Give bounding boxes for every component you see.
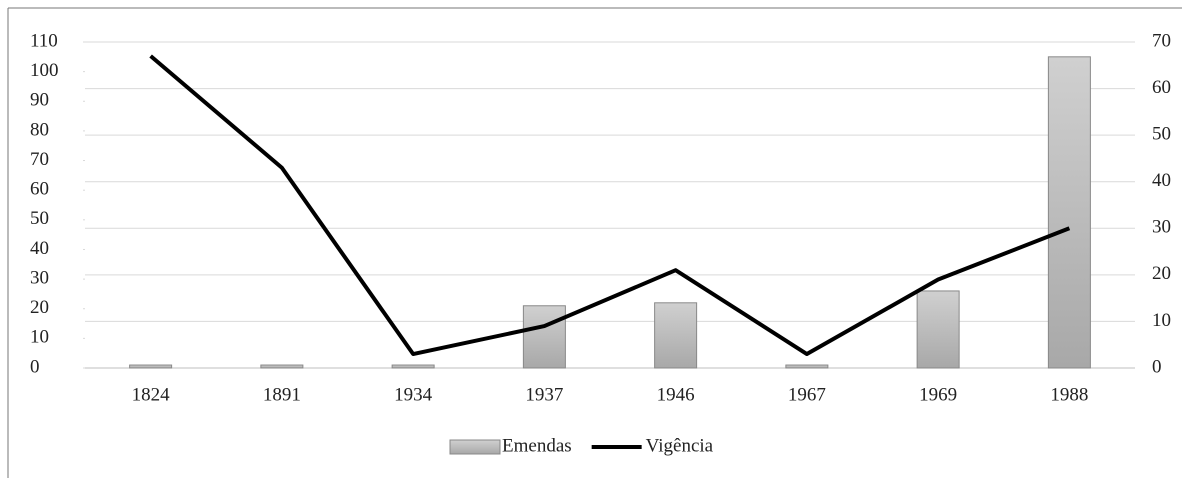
bar: [916, 290, 960, 369]
legend-label: Emendas: [502, 435, 572, 456]
y2-tick-label: 70: [1152, 30, 1171, 51]
x-tick-label: 1969: [919, 384, 957, 405]
y-tick-label: 40: [30, 238, 49, 259]
y2-tick-label: 60: [1152, 77, 1171, 98]
bar: [391, 364, 435, 369]
x-tick-label: 1967: [788, 384, 826, 405]
y2-tick-label: 10: [1152, 310, 1171, 331]
x-tick-label: 1946: [657, 384, 695, 405]
x-tick-label: 1988: [1050, 384, 1088, 405]
y-tick-label: 0: [30, 356, 40, 377]
y2-tick-label: 20: [1152, 263, 1171, 284]
x-tick-label: 1891: [263, 384, 301, 405]
bar: [654, 302, 698, 369]
y-tick-label: 10: [30, 327, 49, 348]
x-tick-label: 1934: [394, 384, 433, 405]
y-tick-label: 60: [30, 179, 49, 200]
y-tick-label: 100: [30, 60, 59, 81]
y-tick-label: 70: [30, 149, 49, 170]
bar: [1047, 56, 1091, 369]
bar: [129, 364, 173, 369]
line: [149, 54, 1071, 357]
legend-label: Vigência: [646, 435, 714, 456]
y-tick-label: 20: [30, 297, 49, 318]
y-tick-label: 80: [30, 119, 49, 140]
y2-tick-label: 30: [1152, 217, 1171, 238]
bar: [260, 364, 304, 369]
y-tick-label: 30: [30, 267, 49, 288]
bar: [785, 364, 829, 369]
x-tick-label: 1824: [132, 384, 171, 405]
y-tick-label: 50: [30, 208, 49, 229]
y2-tick-label: 0: [1152, 356, 1162, 377]
bar: [522, 305, 566, 369]
y-tick-label: 90: [30, 90, 49, 111]
y2-tick-label: 40: [1152, 170, 1171, 191]
y2-tick-label: 50: [1152, 124, 1171, 145]
legend-swatch: [449, 439, 501, 455]
x-tick-label: 1937: [525, 384, 563, 405]
y-tick-label: 110: [30, 30, 58, 51]
